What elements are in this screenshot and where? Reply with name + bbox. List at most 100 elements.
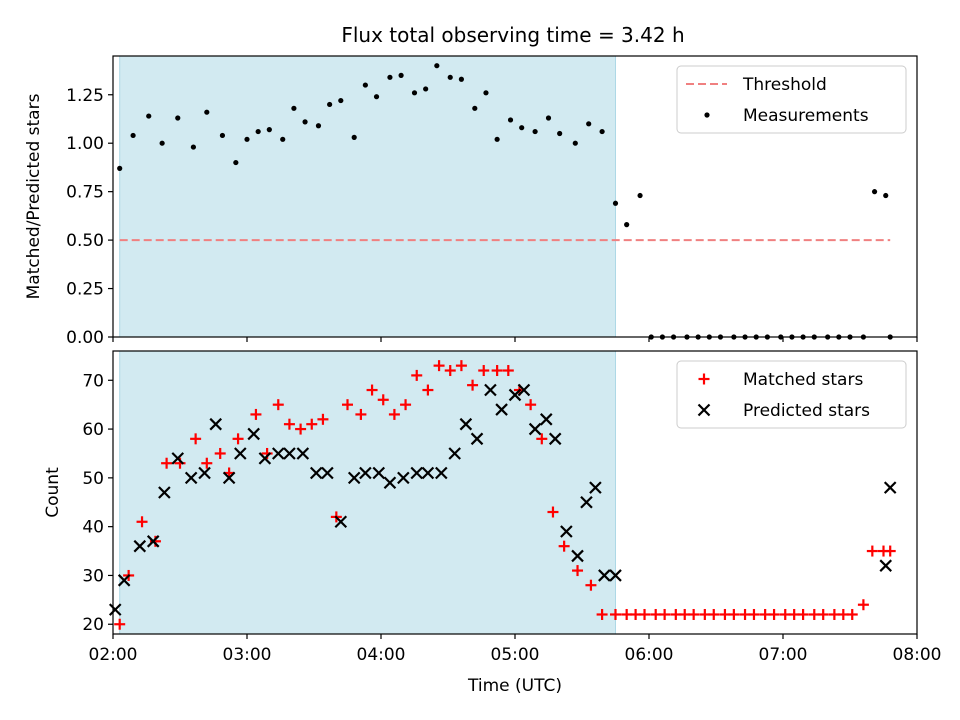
- matched-star-point: [596, 608, 608, 620]
- bottom-legend: Matched stars Predicted stars: [676, 360, 907, 429]
- measurement-point: [434, 63, 440, 69]
- predicted-star-point: [879, 559, 893, 572]
- matched-star-point: [502, 365, 514, 377]
- top-y-ticks: 0.00 0.25 0.50 0.75 1.00 1.25: [66, 86, 113, 348]
- bottom-y-ticks: 20 30 40 50 60 70: [82, 371, 113, 635]
- legend-matched-label: Matched stars: [743, 370, 863, 390]
- figure-title: Flux total observing time = 3.42 h: [341, 23, 684, 47]
- predicted-star-point: [146, 535, 160, 548]
- matched-star-point: [467, 379, 479, 391]
- measurement-point: [266, 127, 272, 133]
- predicted-star-point: [560, 525, 573, 538]
- predicted-star-point: [410, 466, 424, 480]
- measurement-point: [423, 86, 429, 92]
- measurement-point: [351, 134, 357, 140]
- x-tick-label: 04:00: [357, 645, 406, 665]
- matched-star-point: [491, 365, 503, 377]
- bottom-y-tick-label: 50: [82, 469, 104, 489]
- top-panel: 0.00 0.25 0.50 0.75 1.00 1.25 Matched/Predict…: [24, 55, 918, 348]
- predicted-star-point: [609, 569, 622, 582]
- predicted-star-point: [234, 447, 247, 460]
- bottom-axes-frame: [112, 350, 918, 635]
- matched-star-point: [572, 565, 584, 577]
- predicted-star-point: [222, 471, 236, 485]
- measurement-point: [545, 115, 552, 121]
- top-y-tick-label: 0.00: [66, 328, 104, 348]
- x-tick-label: 07:00: [759, 645, 808, 665]
- matched-star-point: [422, 384, 434, 396]
- matched-star-point: [659, 608, 671, 620]
- x-tick-label: 02:00: [89, 645, 138, 665]
- top-x-ticks: [112, 337, 918, 342]
- matched-star-point: [355, 408, 367, 420]
- predicted-star-point: [198, 466, 211, 480]
- matched-star-point: [433, 360, 445, 372]
- measurement-point: [280, 136, 286, 142]
- matched-star-point: [688, 608, 700, 620]
- x-tick-label: 06:00: [625, 645, 674, 665]
- top-axes-frame: [112, 55, 918, 338]
- measurement-point: [204, 109, 210, 115]
- measurement-point: [472, 105, 478, 111]
- matched-star-point: [388, 408, 400, 420]
- predicted-star-point: [580, 495, 593, 509]
- bottom-y-tick-label: 70: [82, 371, 104, 391]
- predicted-star-point: [171, 452, 185, 465]
- predicted-star-point: [334, 515, 348, 529]
- measurement-point: [315, 123, 322, 129]
- matched-star-point: [708, 608, 720, 620]
- matched-star-point: [478, 365, 490, 377]
- measurement-point: [507, 117, 514, 123]
- measurement-point: [387, 74, 393, 80]
- top-y-tick-label: 1.25: [66, 86, 104, 106]
- matched-star-point: [817, 608, 829, 620]
- matched-star-point: [214, 447, 226, 459]
- matched-star-point: [639, 608, 651, 620]
- measurement-point: [219, 132, 226, 139]
- bottom-x-ticks: 02:00 03:00 04:00 05:00 06:00 07:00 08:00: [89, 634, 942, 665]
- predicted-star-point: [484, 383, 497, 397]
- matched-star-point: [114, 618, 126, 630]
- x-tick-label: 05:00: [491, 645, 540, 665]
- legend-measurements-swatch: [704, 112, 710, 118]
- predicted-star-point: [548, 432, 562, 446]
- top-legend: Threshold Measurements: [676, 65, 907, 134]
- predicted-star-point: [296, 447, 310, 460]
- matched-star-point: [547, 506, 559, 518]
- measurement-point: [637, 192, 643, 199]
- bottom-y-tick-label: 20: [82, 615, 104, 635]
- matched-star-point: [857, 599, 869, 611]
- predicted-star-point: [184, 471, 198, 485]
- matched-star-point: [558, 540, 570, 552]
- measurement-point: [883, 192, 889, 199]
- predicted-star-point: [517, 383, 531, 397]
- bottom-shaded-region: [119, 350, 616, 635]
- matched-star-point: [797, 608, 809, 620]
- measurement-point: [557, 130, 563, 137]
- predicted-star-point: [435, 466, 448, 480]
- predicted-star-point: [383, 476, 397, 490]
- x-axis-label: Time (UTC): [467, 676, 562, 696]
- matched-star-point: [366, 384, 378, 396]
- predicted-star-point: [883, 481, 897, 494]
- legend-threshold-label: Threshold: [742, 75, 827, 95]
- matched-star-point: [444, 365, 456, 377]
- measurement-point: [117, 165, 123, 171]
- measurement-point: [483, 90, 489, 96]
- predicted-star-point: [539, 413, 553, 426]
- predicted-star-point: [359, 466, 372, 480]
- measurement-point: [447, 74, 453, 80]
- matched-star-point: [525, 399, 537, 411]
- top-legend-box: [676, 65, 907, 134]
- matched-star-point: [295, 423, 307, 435]
- top-y-tick-label: 0.75: [66, 183, 104, 203]
- measurement-point: [871, 189, 878, 195]
- measurement-point: [494, 136, 500, 142]
- matched-star-point: [342, 399, 353, 411]
- predicted-star-point: [108, 603, 122, 616]
- matched-star-point: [283, 418, 295, 430]
- predicted-star-point: [598, 569, 611, 582]
- measurement-point: [624, 222, 630, 228]
- legend-measurements-label: Measurements: [743, 106, 869, 126]
- matched-star-point: [411, 369, 423, 381]
